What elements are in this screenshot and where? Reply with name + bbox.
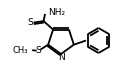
Text: S: S [28, 18, 33, 27]
Text: S: S [35, 46, 41, 55]
Text: N: N [58, 53, 65, 62]
Text: NH₂: NH₂ [49, 8, 66, 17]
Text: CH₃: CH₃ [13, 46, 28, 55]
